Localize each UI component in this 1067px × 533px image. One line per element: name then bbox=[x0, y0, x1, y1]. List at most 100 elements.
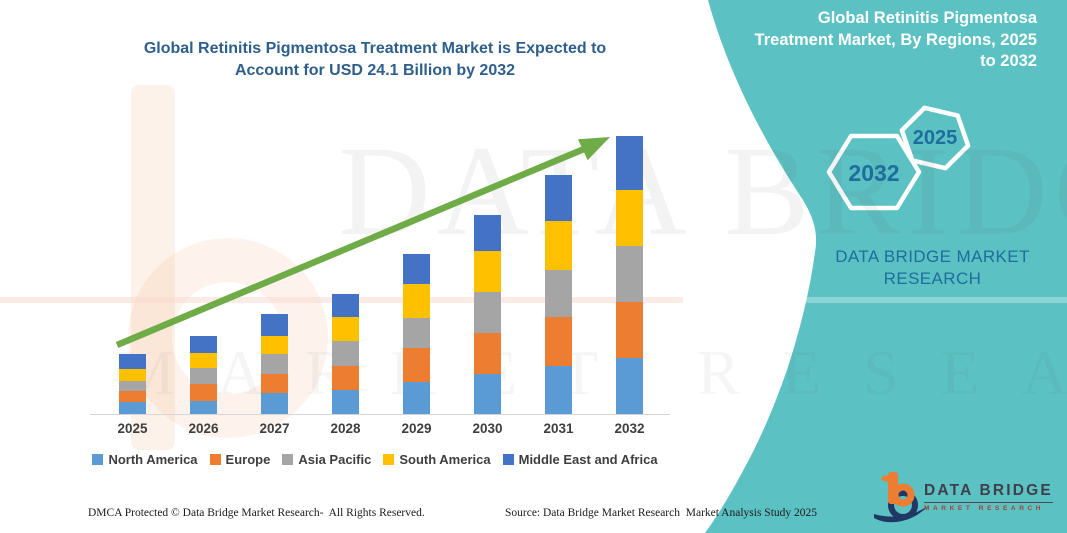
legend-label: South America bbox=[399, 452, 491, 467]
x-axis-label: 2027 bbox=[259, 421, 290, 436]
footer-dmca-text: DMCA Protected © Data Bridge Market Rese… bbox=[88, 507, 425, 519]
chart-title: Global Retinitis Pigmentosa Treatment Ma… bbox=[85, 38, 665, 82]
bar-segment bbox=[190, 335, 217, 353]
legend-label: North America bbox=[108, 452, 198, 467]
bar-segment bbox=[119, 402, 146, 414]
legend-swatch-icon bbox=[282, 454, 294, 465]
bar-segment bbox=[474, 333, 501, 374]
brand-text: DATA BRIDGE MARKET RESEARCH bbox=[815, 246, 1050, 290]
bar-segment bbox=[119, 369, 146, 381]
hexagon-2032 bbox=[826, 133, 922, 211]
bar-segment bbox=[190, 352, 217, 368]
side-panel-heading: Global Retinitis Pigmentosa Treatment Ma… bbox=[735, 8, 1037, 73]
bar-segment bbox=[190, 401, 217, 414]
bar-2027 bbox=[261, 313, 288, 414]
bar-segment bbox=[403, 348, 430, 382]
chart-title-line2: Account for USD 24.1 Billion by 2032 bbox=[234, 62, 516, 79]
bar-2028 bbox=[332, 294, 359, 414]
bar-segment bbox=[616, 357, 643, 414]
bar-segment bbox=[332, 389, 359, 414]
teal-panel-shape bbox=[705, 0, 1067, 533]
bar-segment bbox=[261, 393, 288, 414]
legend-swatch-icon bbox=[383, 454, 395, 465]
bar-segment bbox=[616, 302, 643, 358]
chart-title-line1: Global Retinitis Pigmentosa Treatment Ma… bbox=[143, 40, 607, 57]
bar-2032 bbox=[616, 136, 643, 414]
bar-segment bbox=[261, 354, 288, 374]
x-axis-label: 2025 bbox=[117, 421, 148, 436]
legend-label: Asia Pacific bbox=[298, 452, 372, 467]
hexagon-2032-label: 2032 bbox=[848, 160, 900, 186]
legend-swatch-icon bbox=[502, 454, 514, 465]
bar-segment bbox=[616, 190, 643, 246]
bar-segment bbox=[119, 354, 146, 370]
x-axis-label: 2029 bbox=[401, 421, 432, 436]
bar-segment bbox=[474, 251, 501, 292]
bar-segment bbox=[403, 253, 430, 284]
brand-text-line2: RESEARCH bbox=[883, 269, 982, 288]
databridge-logo-icon bbox=[874, 472, 928, 523]
legend-item: Middle East and Africa bbox=[502, 452, 658, 467]
x-axis-label: 2026 bbox=[188, 421, 219, 436]
chart-legend: North America Europe Asia Pacific South Ame… bbox=[75, 452, 675, 467]
bar-segment bbox=[545, 269, 572, 318]
bar-segment bbox=[616, 245, 643, 303]
brand-text-line1: DATA BRIDGE MARKET bbox=[835, 247, 1030, 266]
bar-segment bbox=[332, 365, 359, 390]
bar-segment bbox=[545, 175, 572, 222]
hexagon-2025 bbox=[899, 105, 971, 171]
bar-segment bbox=[261, 313, 288, 336]
legend-item: South America bbox=[383, 452, 491, 467]
bar-2026 bbox=[190, 335, 217, 414]
bar-segment bbox=[119, 380, 146, 391]
legend-item: Europe bbox=[209, 452, 271, 467]
legend-item: North America bbox=[92, 452, 198, 467]
hexagon-2025-label: 2025 bbox=[912, 127, 958, 149]
x-axis-label: 2028 bbox=[330, 421, 361, 436]
side-heading-line1: Global Retinitis Pigmentosa bbox=[817, 9, 1037, 27]
bar-segment bbox=[190, 384, 217, 402]
x-axis-label: 2030 bbox=[472, 421, 503, 436]
x-axis-labels: 2025 2026 2027 2028 2029 2030 2031 2032 bbox=[90, 421, 670, 441]
logo-b-hook bbox=[881, 475, 888, 482]
bar-segment bbox=[545, 317, 572, 366]
x-axis-label: 2031 bbox=[543, 421, 574, 436]
logo-name: DATA BRIDGE bbox=[924, 482, 1053, 503]
bar-chart-plot-area bbox=[90, 130, 670, 415]
bar-segment bbox=[332, 294, 359, 318]
x-axis-label: 2032 bbox=[614, 421, 645, 436]
logo-swoosh bbox=[874, 506, 928, 523]
legend-swatch-icon bbox=[92, 454, 104, 465]
bar-segment bbox=[616, 136, 643, 191]
side-heading-line3: to 2032 bbox=[980, 52, 1037, 70]
bar-2029 bbox=[403, 253, 430, 414]
bar-segment bbox=[474, 214, 501, 252]
databridge-logo-text: DATA BRIDGE MARKET RESEARCH bbox=[924, 482, 1053, 512]
databridge-logo: DATA BRIDGE MARKET RESEARCH bbox=[872, 466, 1053, 526]
bar-segment bbox=[545, 221, 572, 270]
bar-segment bbox=[403, 381, 430, 414]
footer-source-text: Source: Data Bridge Market Research Mark… bbox=[505, 507, 818, 519]
logo-b-bowl bbox=[891, 483, 915, 507]
bar-2030 bbox=[474, 214, 501, 414]
bar-segment bbox=[119, 390, 146, 403]
bar-segment bbox=[474, 373, 501, 414]
bar-2031 bbox=[545, 175, 572, 414]
bar-segment bbox=[545, 365, 572, 414]
bar-segment bbox=[261, 373, 288, 394]
legend-label: Middle East and Africa bbox=[518, 452, 658, 467]
side-heading-line2: Treatment Market, By Regions, 2025 bbox=[754, 30, 1037, 49]
bar-segment bbox=[474, 291, 501, 334]
bar-segment bbox=[261, 335, 288, 355]
bar-2025 bbox=[119, 354, 146, 414]
legend-swatch-icon bbox=[209, 454, 221, 465]
bar-segment bbox=[190, 367, 217, 385]
bar-segment bbox=[332, 317, 359, 342]
logo-tagline: MARKET RESEARCH bbox=[924, 505, 1045, 512]
logo-d-ring bbox=[888, 490, 918, 520]
legend-label: Europe bbox=[225, 452, 271, 467]
bar-segment bbox=[332, 341, 359, 366]
legend-item: Asia Pacific bbox=[282, 452, 371, 467]
bar-segment bbox=[403, 318, 430, 349]
